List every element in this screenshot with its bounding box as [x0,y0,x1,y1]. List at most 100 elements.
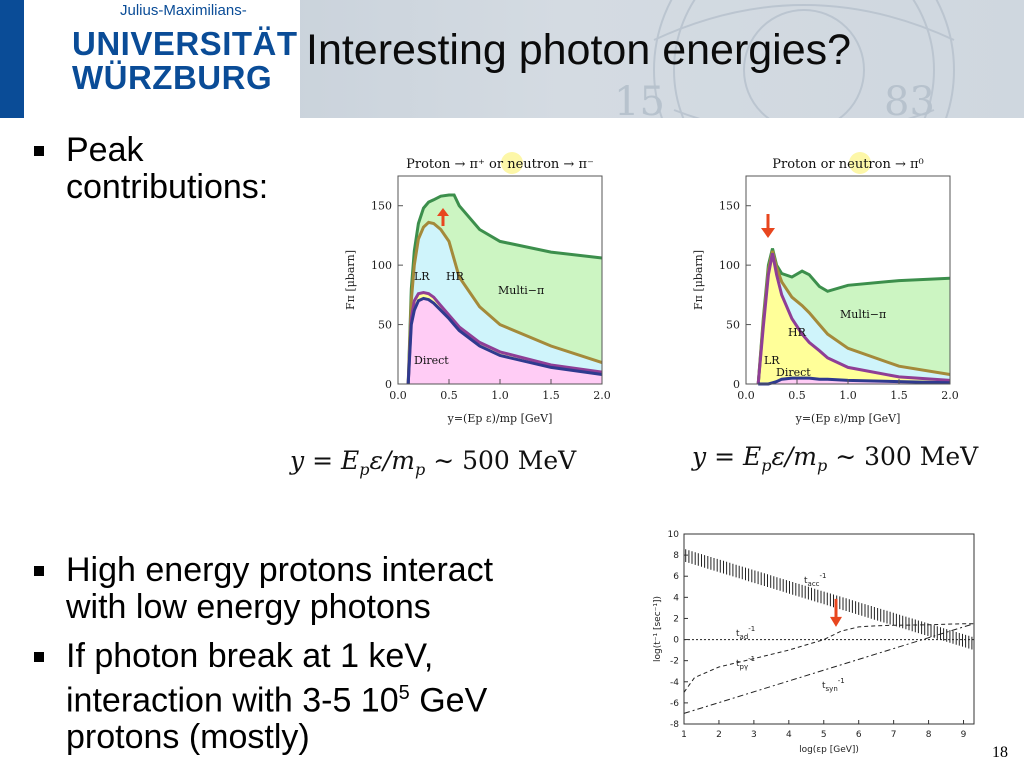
region-label: HR [446,270,465,283]
x-tick-label: 0.5 [440,389,458,402]
region-label: LR [414,270,430,283]
y-tick-label: 100 [371,259,392,272]
y-tick-label: 150 [719,200,740,213]
bullet-marker [34,146,44,156]
slide-title: Interesting photon energies? [306,26,852,74]
series-line-multi [406,193,603,385]
series-line-direct [406,296,603,385]
x-tick-label: 6 [856,730,862,740]
formula-left-value: 500 MeV [462,446,577,475]
formula-right-sub: p [761,456,772,475]
svg-text:15: 15 [614,79,665,118]
y-axis-label: log(t⁻¹ [sec⁻¹]) [653,596,663,662]
x-tick-label: 7 [891,730,897,740]
y-tick-label: 4 [673,593,679,603]
formula-right: y = Epε/mp ∼ 300 MeV [692,442,978,475]
y-tick-label: -8 [670,720,679,730]
x-axis-label: log(εp [GeV]) [799,745,859,755]
x-tick-label: 0.0 [737,389,755,402]
x-axis-label: y=(Ep ε)/mp [GeV] [795,412,901,425]
bullet-marker [34,566,44,576]
plot-pi-charged: Proton → π⁺ or neutron → π⁻ 0.0 0.5 1.0 1.5 2… [344,152,610,425]
svg-text:83: 83 [884,79,935,118]
series-line-hr [406,220,603,385]
logo-area: Julius-Maximilians- UNIVERSITÄT WÜRZBURG [0,0,300,118]
region-label: Direct [776,366,811,379]
x-axis-label: y=(Ep ε)/mp [GeV] [447,412,553,425]
region-label: HR [788,326,807,339]
y-tick-label: -4 [670,678,679,688]
formula-right-mid: ε/m [771,442,818,471]
formula-left-sub: p [359,460,370,479]
arrow-head-icon [829,616,842,627]
university-name-line1: Julius-Maximilians- [120,2,247,19]
x-tick-label: 2.0 [593,389,610,402]
y-axis-label: Fπ [μbarn] [344,250,357,310]
y-tick-label: -2 [670,657,679,667]
formula-right-prefix: y = E [692,442,762,471]
chart-title: Proton or neutron → π⁰ [772,157,924,172]
x-tick-label: 9 [961,730,967,740]
y-tick-label: 50 [726,319,740,332]
x-tick-label: 2 [716,730,722,740]
brand-bar [0,0,24,118]
chart-title: Proton → π⁺ or neutron → π⁻ [406,157,594,172]
series-line [683,623,974,693]
curve-label-tad: tad-1 [736,625,755,641]
bullet-break-line1: If photon break at 1 keV, [66,637,434,675]
bullet-high-line2: with low energy photons [66,588,431,626]
page-number: 18 [992,744,1008,761]
formula-left: y = Epε/mp ∼ 500 MeV [290,446,576,479]
region-label: Direct [414,354,449,367]
y-tick-label: 150 [371,200,392,213]
bullet-break-line2b: GeV [409,681,488,720]
title-highlight [849,152,871,174]
bullet-peak: Peak contributions: [34,132,268,206]
title-highlight [501,152,523,174]
x-tick-label: 5 [821,730,827,740]
x-tick-label: 0.5 [788,389,806,402]
region-label: LR [764,354,780,367]
formula-right-tilde: ∼ [827,442,865,471]
bullet-photon-break: If photon break at 1 keV, interaction wi… [34,637,487,757]
x-tick-label: 0.0 [389,389,407,402]
series-line-lr [406,290,603,385]
y-tick-label: 8 [673,551,679,561]
plot-frame [683,533,975,725]
bullet-break-line3: protons (mostly) [66,718,310,757]
university-seal-watermark: 15 83 [614,0,955,118]
arrow-head-icon [437,208,449,216]
area-direct [408,298,602,384]
header-band: 15 83 Julius-Maximilians- UNIVERSITÄT WÜ… [0,0,1024,118]
bullet-break-line2: interaction with 3-5 105 GeV [66,675,487,719]
x-tick-label: 1.0 [491,389,509,402]
x-tick-label: 8 [926,730,932,740]
x-tick-label: 4 [786,730,792,740]
formula-left-prefix: y = E [290,446,360,475]
bullet-break-sup: 5 [398,682,410,704]
bullet-high-line1: High energy protons interact [66,551,494,589]
university-name-line3: WÜRZBURG [72,59,273,96]
x-tick-label: 3 [751,730,757,740]
y-axis-label: Fπ [μbarn] [692,250,705,310]
area-lr [758,253,950,384]
y-tick-label: 0 [733,378,740,391]
university-name-line2: UNIVERSITÄT [72,25,298,62]
bullet-break-line2a: interaction with 3-5 10 [66,681,399,720]
y-tick-label: 10 [668,530,680,540]
plot-timescales: tacc-1 tad-1 tpγ-1 tsyn-1 1 2 3 4 5 6 7 8 9 -8 -6 -4 -2 0… [653,530,975,755]
formula-left-tilde: ∼ [425,446,463,475]
x-tick-label: 2.0 [941,389,958,402]
region-label: Multi−π [498,284,544,297]
x-tick-label: 1.0 [839,389,857,402]
curve-label-tacc: tacc-1 [804,572,827,588]
bullet-marker [34,652,44,662]
formula-right-sub2: p [817,456,828,475]
x-tick-label: 1.5 [890,389,908,402]
plot-pi-neutral: Proton or neutron → π⁰ 0.0 0.5 1.0 1.5 2.0 0 50… [692,152,958,425]
region-label: Multi−π [840,308,886,321]
formula-left-mid: ε/m [369,446,416,475]
y-tick-label: -6 [670,699,679,709]
y-tick-label: 0 [673,636,679,646]
y-tick-label: 100 [719,259,740,272]
